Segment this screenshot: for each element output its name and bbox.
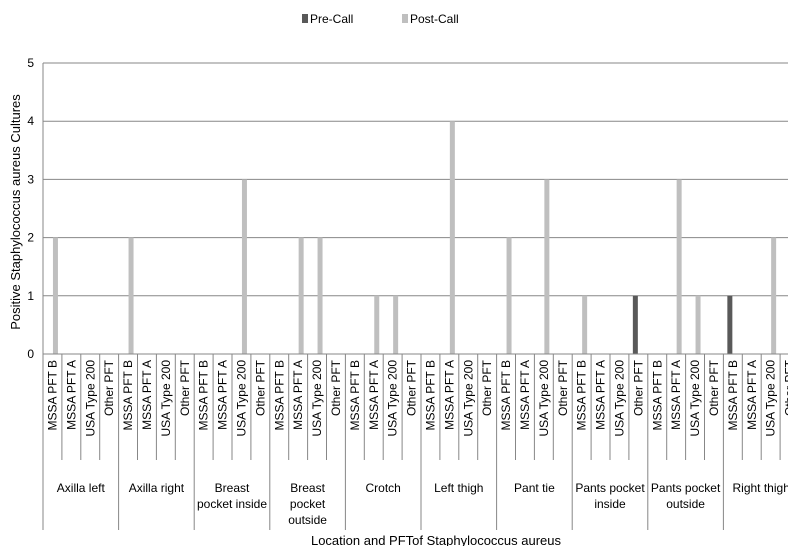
bar-post-call-14 — [317, 237, 323, 354]
axes — [42, 63, 788, 530]
x-tick-label: MSSA PFT A — [216, 360, 230, 430]
x-tick-label: Other PFT — [707, 359, 721, 416]
x-tick-label: MSSA PFT A — [442, 360, 456, 430]
x-tick-label: USA Type 200 — [612, 360, 626, 437]
bar-post-call-0 — [52, 237, 58, 354]
x-tick-label: MSSA PFT B — [121, 360, 135, 430]
location-label: Breast pocket inside — [197, 481, 267, 511]
x-axis-label: Location and PFTof Staphylococcus aureus — [311, 533, 562, 546]
x-tick-label: MSSA PFT B — [45, 360, 59, 430]
x-tick-label: MSSA PFT A — [140, 360, 154, 430]
bar-post-call-4 — [128, 237, 134, 354]
legend-item: Post-Call — [402, 12, 459, 26]
x-tick-label: Other PFT — [102, 359, 116, 416]
location-label: Axilla left — [57, 481, 106, 495]
bars — [52, 121, 777, 354]
y-tick-labels: 0 1 2 3 4 5 — [27, 56, 34, 361]
location-label: Axilla right — [129, 481, 185, 495]
x-tick-label: USA Type 200 — [537, 360, 551, 437]
x-tick-label: Other PFT — [405, 359, 419, 416]
x-tick-label: MSSA PFT A — [745, 360, 759, 430]
x-tick-label: Other PFT — [253, 359, 267, 416]
bar-post-call-33 — [676, 179, 682, 354]
x-tick-label: Other PFT — [178, 359, 192, 416]
legend-label: Pre-Call — [310, 12, 353, 26]
x-tick-label: MSSA PFT A — [594, 360, 608, 430]
legend-label: Post-Call — [410, 12, 459, 26]
x-tick-label: USA Type 200 — [688, 360, 702, 437]
y-tick-label: 3 — [27, 172, 34, 186]
location-label: Right thigh — [733, 481, 788, 495]
location-label: Left thigh — [434, 481, 483, 495]
x-tick-label: MSSA PFT A — [367, 360, 381, 430]
y-tick-label: 1 — [27, 289, 34, 303]
x-tick-label: MSSA PFT A — [291, 360, 305, 430]
bar-post-call-26 — [544, 179, 550, 354]
x-tick-label: MSSA PFT B — [423, 360, 437, 430]
legend: Pre-Call Post-Call — [302, 12, 459, 26]
x-tick-label: MSSA PFT A — [518, 360, 532, 430]
bar-post-call-10 — [241, 179, 247, 354]
x-tick-label: USA Type 200 — [159, 360, 173, 437]
bar-pre-call-36 — [727, 295, 733, 354]
location-label: Breast pocket outside — [288, 481, 327, 527]
x-tick-label: MSSA PFT B — [575, 360, 589, 430]
bar-post-call-17 — [374, 295, 380, 354]
bar-post-call-18 — [393, 295, 399, 354]
location-label: Pants pocket outside — [651, 481, 721, 511]
bar-post-call-34 — [695, 295, 701, 354]
location-label: Pants pocket inside — [575, 481, 645, 511]
x-tick-label: USA Type 200 — [83, 360, 97, 437]
x-tick-label: USA Type 200 — [234, 360, 248, 437]
location-label: Crotch — [366, 481, 401, 495]
legend-swatch — [402, 14, 408, 23]
x-tick-label: USA Type 200 — [310, 360, 324, 437]
x-tick-label: MSSA PFT B — [272, 360, 286, 430]
location-label: Pant tie — [514, 481, 555, 495]
x-tick-label: MSSA PFT A — [669, 360, 683, 430]
x-tick-label: MSSA PFT B — [348, 360, 362, 430]
x-tick-label: MSSA PFT B — [650, 360, 664, 430]
bar-pre-call-31 — [632, 295, 638, 354]
x-tick-label: Other PFT — [783, 359, 788, 416]
y-tick-label: 5 — [27, 56, 34, 70]
bar-post-call-13 — [298, 237, 304, 354]
legend-item: Pre-Call — [302, 12, 353, 26]
bar-post-call-24 — [506, 237, 512, 354]
x-tick-label: USA Type 200 — [386, 360, 400, 437]
bar-post-call-28 — [582, 295, 588, 354]
y-tick-label: 2 — [27, 231, 34, 245]
x-tick-label: Other PFT — [329, 359, 343, 416]
x-tick-label: Other PFT — [631, 359, 645, 416]
x-tick-label: Other PFT — [556, 359, 570, 416]
x-tick-label: MSSA PFT B — [726, 360, 740, 430]
gridlines — [43, 62, 788, 297]
category-labels: MSSA PFT B MSSA PFT A USA Type 200 Other PF… — [45, 359, 788, 527]
bar-post-call-38 — [771, 237, 777, 354]
x-tick-label: MSSA PFT B — [197, 360, 211, 430]
x-tick-label: Other PFT — [480, 359, 494, 416]
x-tick-label: USA Type 200 — [764, 360, 778, 437]
x-tick-label: MSSA PFT A — [64, 360, 78, 430]
legend-swatch — [302, 14, 308, 23]
y-tick-label: 0 — [27, 347, 34, 361]
y-axis-label: Positive Staphylococcus aureus Cultures — [8, 94, 23, 330]
bar-post-call-21 — [449, 121, 455, 354]
x-tick-label: MSSA PFT B — [499, 360, 513, 430]
x-tick-label: USA Type 200 — [461, 360, 475, 437]
y-tick-label: 4 — [27, 114, 34, 128]
